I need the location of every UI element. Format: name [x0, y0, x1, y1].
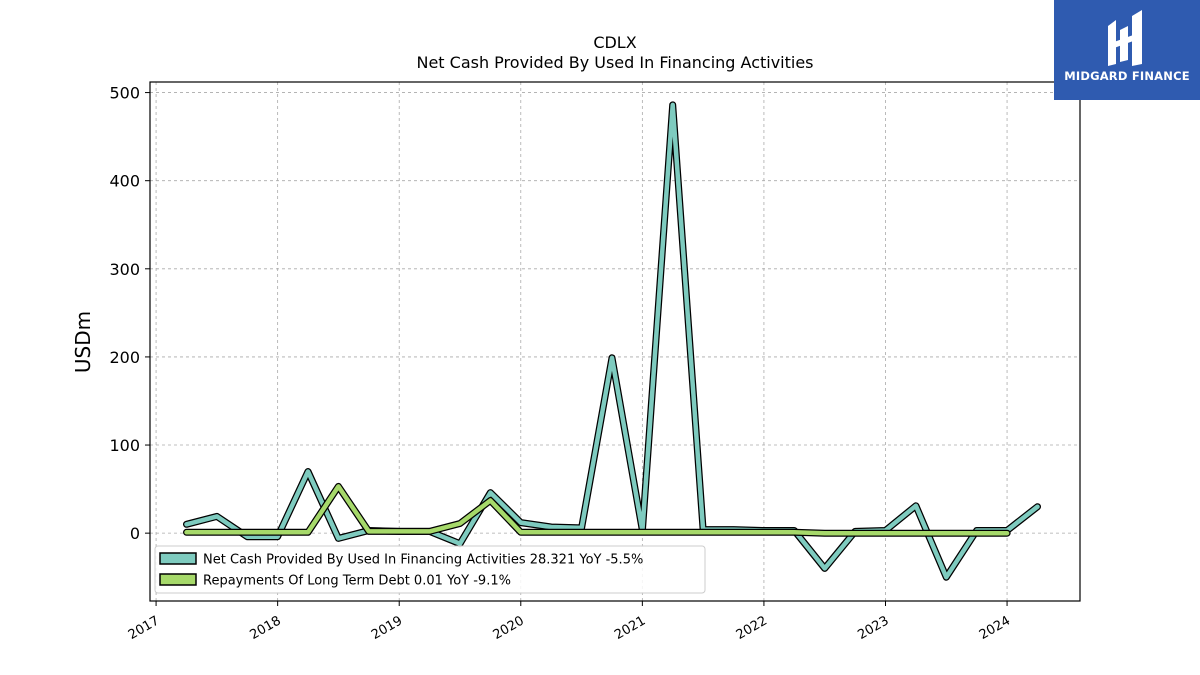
series-outline-0 — [183, 101, 1041, 581]
legend-swatch-1 — [159, 573, 197, 586]
legend: Net Cash Provided By Used In Financing A… — [154, 545, 706, 594]
x-tick-label: 2018 — [247, 613, 283, 643]
y-tick-label: 300 — [109, 260, 140, 279]
y-tick-label: 200 — [109, 348, 140, 367]
legend-label-1: Repayments Of Long Term Debt 0.01 YoY -9… — [203, 574, 511, 589]
x-tick-label: 2024 — [977, 613, 1013, 643]
legend-label-0: Net Cash Provided By Used In Financing A… — [203, 553, 643, 568]
x-tick-label: 2017 — [126, 613, 162, 643]
y-tick-label: 400 — [109, 172, 140, 191]
y-tick-label: 0 — [130, 524, 140, 543]
grid — [150, 82, 1080, 601]
chart-title: CDLX — [593, 33, 636, 52]
brand-logo: MIDGARD FINANCE — [1054, 0, 1200, 100]
x-tick-label: 2023 — [855, 613, 891, 643]
legend-box — [154, 545, 706, 594]
midgard-logo-icon — [1108, 10, 1142, 66]
legend-swatch-0 — [159, 552, 197, 565]
x-tick-label: 2019 — [369, 613, 405, 643]
series-line-0 — [184, 102, 1040, 580]
brand-name: MIDGARD FINANCE — [1064, 69, 1190, 83]
y-axis-label: USDm — [71, 311, 95, 373]
plot-frame — [149, 81, 1081, 602]
series-layer — [183, 101, 1041, 581]
chart-subtitle: Net Cash Provided By Used In Financing A… — [416, 53, 813, 72]
y-tick-label: 500 — [109, 84, 140, 103]
series-line-1 — [184, 484, 1010, 536]
x-tick-label: 2020 — [491, 613, 527, 643]
x-tick-label: 2022 — [734, 613, 770, 643]
y-tick-label: 100 — [109, 436, 140, 455]
x-tick-label: 2021 — [612, 613, 648, 643]
